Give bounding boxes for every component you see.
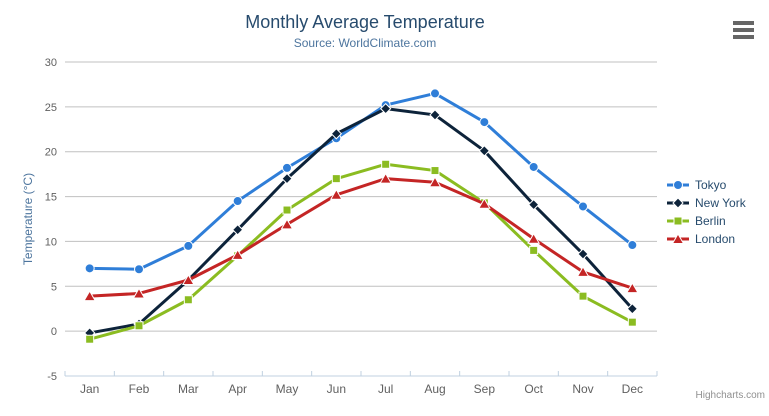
marker-london-nov (576, 265, 590, 277)
x-axis-label: Nov (572, 382, 593, 396)
legend-circle-icon (667, 180, 689, 190)
series-line-berlin (88, 162, 634, 341)
y-axis-label: 20 (45, 147, 57, 159)
x-axis-label: Feb (129, 382, 150, 396)
x-axis-label: Dec (622, 382, 643, 396)
y-axis-label: 10 (45, 236, 57, 248)
legend-marker-london (671, 233, 685, 244)
marker-london-may (280, 218, 294, 230)
hamburger-icon (732, 21, 754, 25)
x-axis-label: Apr (228, 382, 247, 396)
legend: Tokyo New York Berlin London (666, 176, 746, 248)
x-axis-label: May (276, 382, 299, 396)
x-axis-label: Jan (80, 382, 99, 396)
legend-item-new-york[interactable]: New York (666, 194, 746, 212)
marker-tokyo-oct (528, 161, 539, 172)
marker-london-jun (329, 188, 343, 200)
marker-berlin-oct (529, 245, 539, 255)
chart-subtitle: Source: WorldClimate.com (293, 36, 437, 50)
chart-title: Monthly Average Temperature (245, 12, 485, 32)
marker-new-york-oct (527, 198, 540, 211)
marker-london-apr (231, 248, 245, 260)
marker-tokyo-mar (183, 240, 194, 251)
marker-berlin-mar (183, 295, 193, 305)
y-axis-label: 30 (45, 57, 57, 69)
marker-london-jan (83, 290, 97, 302)
marker-berlin-jun (331, 174, 341, 184)
x-axis-label: Sep (474, 382, 496, 396)
highcharts-credits-link[interactable]: Highcharts.com (695, 390, 765, 401)
series-line-new-york (88, 107, 634, 335)
marker-berlin-may (282, 205, 292, 215)
marker-berlin-jul (381, 159, 391, 169)
marker-london-mar (181, 274, 195, 286)
legend-label: Tokyo (695, 178, 727, 192)
y-axis-label: -5 (47, 371, 57, 383)
legend-label: London (695, 232, 736, 246)
y-axis-label: 15 (45, 192, 57, 204)
marker-london-jul (379, 172, 393, 184)
marker-london-dec (625, 282, 639, 294)
x-axis-label: Jun (327, 382, 346, 396)
marker-new-york-nov (577, 248, 589, 260)
y-axis-label: 0 (51, 326, 57, 338)
y-axis-label: 5 (51, 281, 57, 293)
legend-triangle-icon (667, 233, 689, 244)
legend-diamond-icon (667, 197, 689, 209)
y-axis-label: 25 (45, 102, 57, 114)
marker-london-aug (428, 176, 442, 188)
marker-london-sep (477, 197, 491, 209)
marker-new-york-jul (379, 102, 392, 115)
marker-tokyo-sep (479, 117, 490, 128)
legend-item-tokyo[interactable]: Tokyo (666, 176, 746, 194)
x-axis-label: Aug (424, 382, 445, 396)
marker-london-oct (527, 232, 541, 244)
marker-new-york-sep (478, 145, 491, 157)
x-axis-label: Jul (378, 382, 393, 396)
legend-marker-tokyo (673, 180, 683, 190)
x-axis-label: Mar (178, 382, 199, 396)
marker-berlin-aug (430, 166, 440, 176)
x-axis-label: Oct (524, 382, 543, 396)
legend-marker-new-york (672, 197, 684, 209)
marker-berlin-nov (578, 291, 588, 301)
marker-new-york-apr (231, 224, 244, 236)
marker-tokyo-dec (627, 240, 638, 251)
marker-berlin-jan (85, 334, 95, 344)
legend-marker-berlin (673, 216, 683, 226)
marker-berlin-feb (134, 321, 144, 331)
export-menu-button[interactable] (729, 18, 757, 42)
marker-tokyo-may (282, 162, 292, 173)
legend-label: New York (695, 196, 746, 210)
legend-item-london[interactable]: London (666, 230, 746, 248)
legend-item-berlin[interactable]: Berlin (666, 212, 746, 230)
marker-new-york-dec (626, 303, 639, 315)
marker-tokyo-apr (232, 196, 243, 207)
marker-new-york-aug (429, 109, 441, 121)
marker-tokyo-nov (578, 201, 588, 212)
marker-tokyo-jan (84, 263, 95, 274)
marker-tokyo-aug (430, 88, 440, 99)
marker-new-york-may (281, 172, 293, 185)
marker-new-york-jun (330, 128, 343, 140)
marker-berlin-dec (627, 317, 637, 327)
legend-label: Berlin (695, 214, 726, 228)
marker-tokyo-feb (134, 264, 144, 275)
marker-london-feb (132, 287, 146, 299)
series-line-london (88, 177, 634, 298)
legend-square-icon (667, 216, 689, 226)
